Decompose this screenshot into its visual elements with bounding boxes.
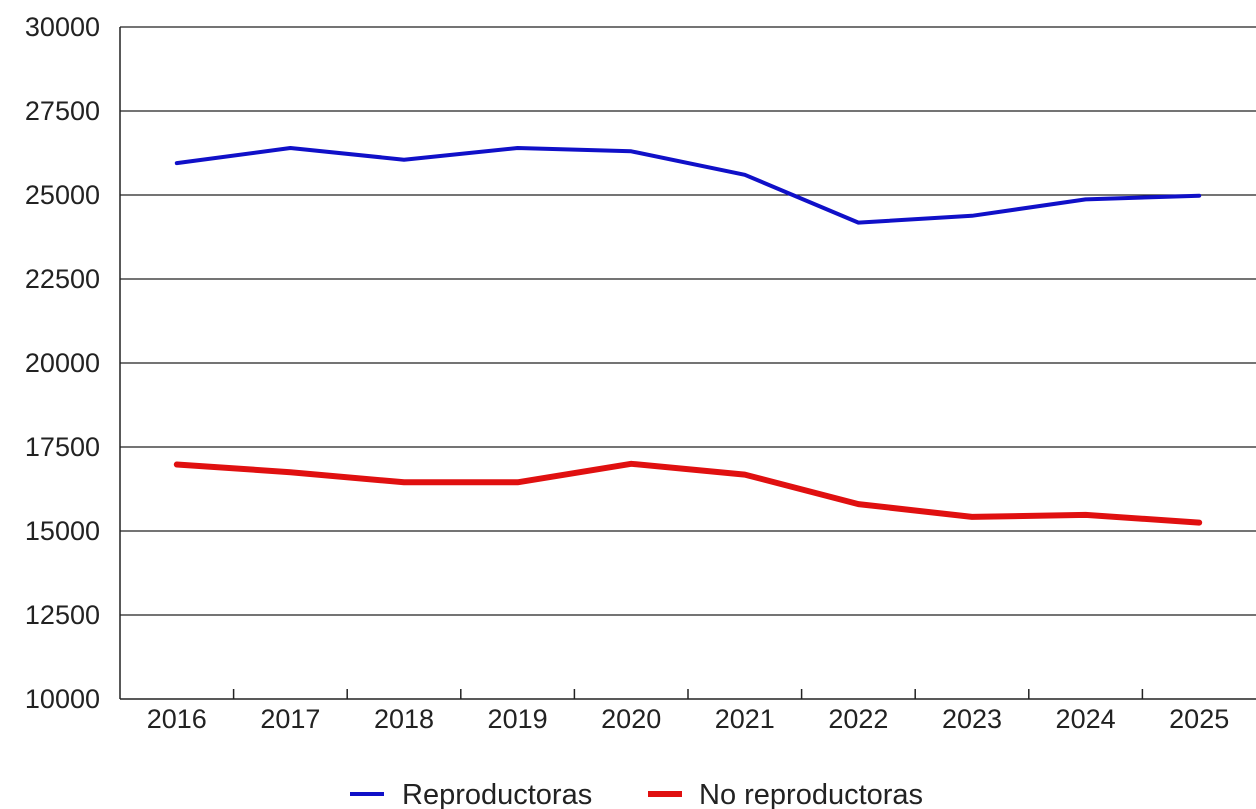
series-1-point [403,158,405,161]
y-tick-label: 22500 [25,264,100,294]
series-2-point [289,471,292,474]
series-1-point [289,146,292,149]
y-tick-label: 15000 [25,516,100,546]
axes [119,27,1256,700]
series-lines [173,146,1203,526]
series-2-point [857,503,860,506]
x-tick-label: 2021 [715,704,775,734]
series-2-point [630,462,633,465]
y-tick-label: 25000 [25,180,100,210]
x-tick-label: 2023 [942,704,1002,734]
x-tick-label: 2022 [828,704,888,734]
x-tick-label: 2024 [1056,704,1116,734]
series-1-point [971,214,973,217]
series-2-point [1084,513,1087,516]
series-1-point [857,221,860,224]
series-1-point [630,150,633,153]
x-tick-labels: 2016 2017 2018 2019 2020 2021 2022 2023 2024 2025 [147,704,1229,734]
series-1-point [175,162,178,165]
series-line-1 [174,146,1202,225]
series-1-point [516,146,519,149]
series-2-point [516,481,519,484]
series-1-point [1084,198,1087,201]
y-tick-label: 17500 [25,432,100,462]
series-2-point [175,463,178,466]
legend-label-1: Reproductoras [402,779,592,809]
y-tick-label: 20000 [25,348,100,378]
series-line-2 [173,460,1203,526]
x-tick-label: 2020 [601,704,661,734]
legend: Reproductoras No reproductoras [350,779,923,809]
x-tick-label: 2019 [488,704,548,734]
series-2-point [1198,521,1201,524]
series-1-point [743,173,746,176]
x-tick-label: 2016 [147,704,207,734]
y-tick-label: 30000 [25,12,100,42]
y-tick-label: 27500 [25,96,100,126]
grid-lines [120,26,1256,616]
x-tick-label: 2025 [1169,704,1229,734]
series-2-point [403,481,405,484]
x-tick-label: 2017 [260,704,320,734]
y-tick-labels: 10000 12500 15000 17500 20000 22500 25000 27500… [25,12,100,714]
series-2-point [743,473,746,476]
series-1-point [1198,194,1201,197]
x-tick-label: 2018 [374,704,434,734]
y-tick-label: 12500 [25,600,100,630]
series-2-point [971,515,973,518]
y-tick-label: 10000 [25,684,100,714]
legend-label-2: No reproductoras [699,779,923,809]
